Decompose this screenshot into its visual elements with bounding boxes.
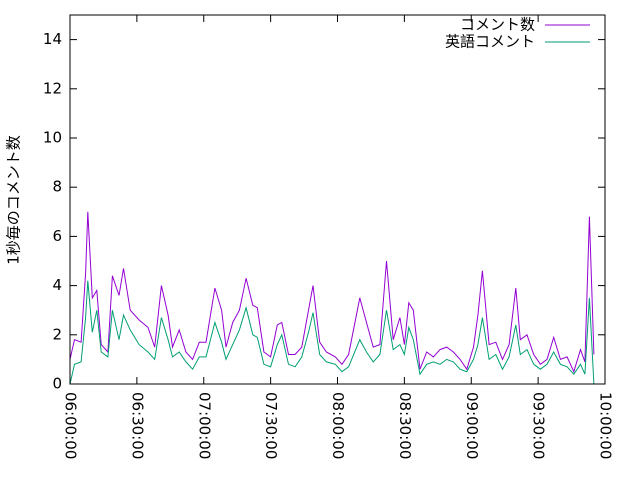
y-tick-label: 8 xyxy=(52,178,62,196)
legend-label: 英語コメント xyxy=(445,33,535,51)
x-tick-label: 09:00:00 xyxy=(463,392,481,459)
x-tick-label: 09:30:00 xyxy=(530,392,548,459)
y-axis-label: 1秒毎のコメント数 xyxy=(5,135,23,265)
x-tick-label: 08:30:00 xyxy=(396,392,414,459)
y-tick-label: 12 xyxy=(43,79,62,97)
x-tick-label: 08:00:00 xyxy=(329,392,347,459)
x-tick-label: 07:30:00 xyxy=(262,392,280,459)
x-tick-label: 06:30:00 xyxy=(128,392,146,459)
y-tick-label: 2 xyxy=(52,325,62,343)
x-tick-label: 07:00:00 xyxy=(195,392,213,459)
y-tick-label: 4 xyxy=(52,276,62,294)
x-tick-label: 10:00:00 xyxy=(597,392,615,459)
y-tick-label: 14 xyxy=(43,30,62,48)
series-line xyxy=(69,280,595,385)
y-tick-label: 0 xyxy=(52,375,62,393)
y-tick-label: 6 xyxy=(52,227,62,245)
y-tick-label: 10 xyxy=(43,129,62,147)
x-tick-label: 06:00:00 xyxy=(62,392,80,459)
plot-frame xyxy=(69,14,606,385)
legend-label: コメント数 xyxy=(460,16,535,34)
series-line xyxy=(69,211,595,374)
